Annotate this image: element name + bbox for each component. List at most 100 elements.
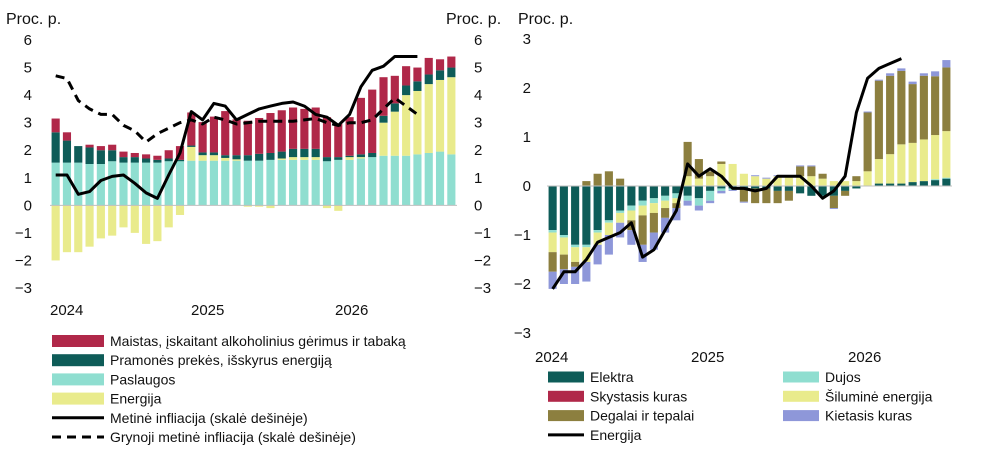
bar-degalai-ir-tepalai bbox=[694, 159, 703, 179]
bar-degalai-ir-tepalai bbox=[649, 212, 658, 233]
y-tick-label-left: −1 bbox=[15, 225, 32, 242]
legend-entry: Skystasis kuras bbox=[548, 388, 687, 404]
y-tick-label-left: −2 bbox=[514, 276, 531, 293]
bar-silumine-energija bbox=[694, 178, 703, 186]
bar-dujos bbox=[931, 179, 940, 181]
bar-kietasis-kuras bbox=[582, 261, 591, 282]
bar-kietasis-kuras bbox=[863, 111, 872, 113]
bar-maistas-iskaitant-alkoholinius-gerimus-ir-tabaka bbox=[424, 57, 433, 75]
bar-paslaugos bbox=[277, 159, 286, 206]
bar-kietasis-kuras bbox=[886, 73, 895, 76]
bar-pramones-prekes-isskyrus-energija bbox=[243, 155, 252, 161]
bar-elektra bbox=[548, 186, 557, 231]
bar-pramones-prekes-isskyrus-energija bbox=[266, 152, 275, 160]
bar-dujos bbox=[582, 244, 591, 248]
bar-energija bbox=[356, 157, 365, 159]
bar-elektra bbox=[784, 186, 793, 191]
legend-swatch-paslaugos bbox=[52, 373, 104, 386]
legend-swatch-degalai-ir-tepalai bbox=[548, 410, 584, 422]
bar-energija bbox=[209, 155, 219, 161]
bar-maistas-iskaitant-alkoholinius-gerimus-ir-tabaka bbox=[402, 66, 411, 86]
bar-degalai-ir-tepalai bbox=[863, 112, 872, 172]
bar-pramones-prekes-isskyrus-energija bbox=[198, 152, 207, 156]
bar-maistas-iskaitant-alkoholinius-gerimus-ir-tabaka bbox=[142, 154, 151, 159]
bar-dujos bbox=[627, 205, 636, 211]
bar-elektra bbox=[818, 186, 827, 196]
bar-pramones-prekes-isskyrus-energija bbox=[175, 159, 185, 162]
bar-silumine-energija bbox=[784, 176, 793, 186]
bar-maistas-iskaitant-alkoholinius-gerimus-ir-tabaka bbox=[379, 77, 388, 116]
y-tick-label-left: −1 bbox=[514, 227, 531, 244]
y-tick-label-left: −2 bbox=[15, 252, 32, 269]
bar-degalai-ir-tepalai bbox=[616, 178, 625, 186]
y-tick-label-left: 1 bbox=[523, 129, 531, 146]
legend-label: Kietasis kuras bbox=[825, 408, 912, 424]
bar-paslaugos bbox=[74, 162, 83, 206]
bar-maistas-iskaitant-alkoholinius-gerimus-ir-tabaka bbox=[108, 144, 117, 151]
bar-energija bbox=[277, 158, 286, 160]
bar-paslaugos bbox=[356, 158, 365, 206]
legend-swatch-pramones-prekes-isskyrus-energija bbox=[52, 354, 104, 367]
bar-silumine-energija bbox=[908, 142, 917, 183]
bar-paslaugos bbox=[255, 160, 264, 206]
bar-silumine-energija bbox=[739, 173, 748, 186]
bar-degalai-ir-tepalai bbox=[919, 75, 928, 140]
bar-elektra bbox=[627, 186, 636, 206]
legend-label: Metinė infliacija (skalė dešinėje) bbox=[110, 410, 308, 426]
bar-paslaugos bbox=[62, 162, 72, 206]
bar-energija bbox=[96, 205, 105, 239]
bar-paslaugos bbox=[85, 164, 94, 206]
bar-dujos bbox=[942, 177, 951, 179]
bar-maistas-iskaitant-alkoholinius-gerimus-ir-tabaka bbox=[413, 67, 422, 82]
bar-maistas-iskaitant-alkoholinius-gerimus-ir-tabaka bbox=[311, 107, 320, 149]
bar-energija bbox=[74, 205, 83, 253]
bar-silumine-energija bbox=[829, 181, 838, 186]
legend-entry: Energija bbox=[52, 391, 162, 407]
unit-label-left: Proc. p. bbox=[6, 11, 61, 28]
y-tick-label-right: −1 bbox=[474, 225, 491, 242]
bar-energija bbox=[243, 205, 252, 207]
x-tick-label-2024: 2024 bbox=[50, 302, 83, 319]
bar-elektra bbox=[694, 186, 703, 199]
bar-paslaugos bbox=[221, 160, 230, 206]
bar-paslaugos bbox=[368, 157, 377, 206]
bar-paslaugos bbox=[447, 154, 456, 206]
bar-degalai-ir-tepalai bbox=[942, 67, 951, 132]
bar-elektra bbox=[852, 186, 861, 189]
bar-silumine-energija bbox=[661, 200, 670, 209]
x-tick-label-2026: 2026 bbox=[848, 349, 881, 366]
unit-label-right: Proc. p. bbox=[446, 11, 501, 28]
bar-paslaugos bbox=[108, 161, 117, 206]
bar-elektra bbox=[571, 186, 580, 245]
bar-paslaugos bbox=[288, 159, 298, 206]
line-metine-infliacija-skale-desineje bbox=[55, 55, 418, 200]
bar-elektra bbox=[616, 186, 625, 211]
bar-pramones-prekes-isskyrus-energija bbox=[74, 146, 83, 163]
bar-pramones-prekes-isskyrus-energija bbox=[108, 150, 117, 162]
bar-silumine-energija bbox=[571, 247, 580, 262]
legend-entry: Metinė infliacija (skalė dešinėje) bbox=[52, 410, 308, 426]
legend-entry: Degalai ir tepalai bbox=[548, 408, 694, 424]
bar-kietasis-kuras bbox=[728, 189, 737, 191]
chart-right: Proc. p. −3 −2 −1 0 1 2 3 2024 2025 2026 Elektra Duj… bbox=[514, 11, 952, 443]
bar-maistas-iskaitant-alkoholinius-gerimus-ir-tabaka bbox=[288, 107, 298, 149]
bar-energija bbox=[153, 205, 162, 242]
bar-paslaugos bbox=[334, 159, 343, 206]
bar-energija bbox=[435, 79, 445, 152]
y-tick-label-left: 2 bbox=[24, 142, 32, 159]
bar-elektra bbox=[942, 178, 951, 186]
bar-kietasis-kuras bbox=[717, 190, 726, 194]
legend-swatch-maistas-iskaitant-alkoholinius-gerimus-ir-tabaka bbox=[52, 335, 104, 347]
bar-paslaugos bbox=[51, 162, 60, 206]
bar-degalai-ir-tepalai bbox=[897, 70, 906, 145]
bar-energija bbox=[51, 205, 60, 261]
y-tick-label-left: 4 bbox=[24, 87, 32, 104]
legend-swatch-dujos bbox=[783, 371, 819, 383]
bar-degalai-ir-tepalai bbox=[762, 188, 771, 204]
bar-maistas-iskaitant-alkoholinius-gerimus-ir-tabaka bbox=[390, 75, 399, 104]
bar-degalai-ir-tepalai bbox=[796, 166, 805, 177]
bar-maistas-iskaitant-alkoholinius-gerimus-ir-tabaka bbox=[130, 152, 139, 158]
y-tick-label-right: −2 bbox=[474, 252, 491, 269]
bar-maistas-iskaitant-alkoholinius-gerimus-ir-tabaka bbox=[96, 146, 105, 151]
